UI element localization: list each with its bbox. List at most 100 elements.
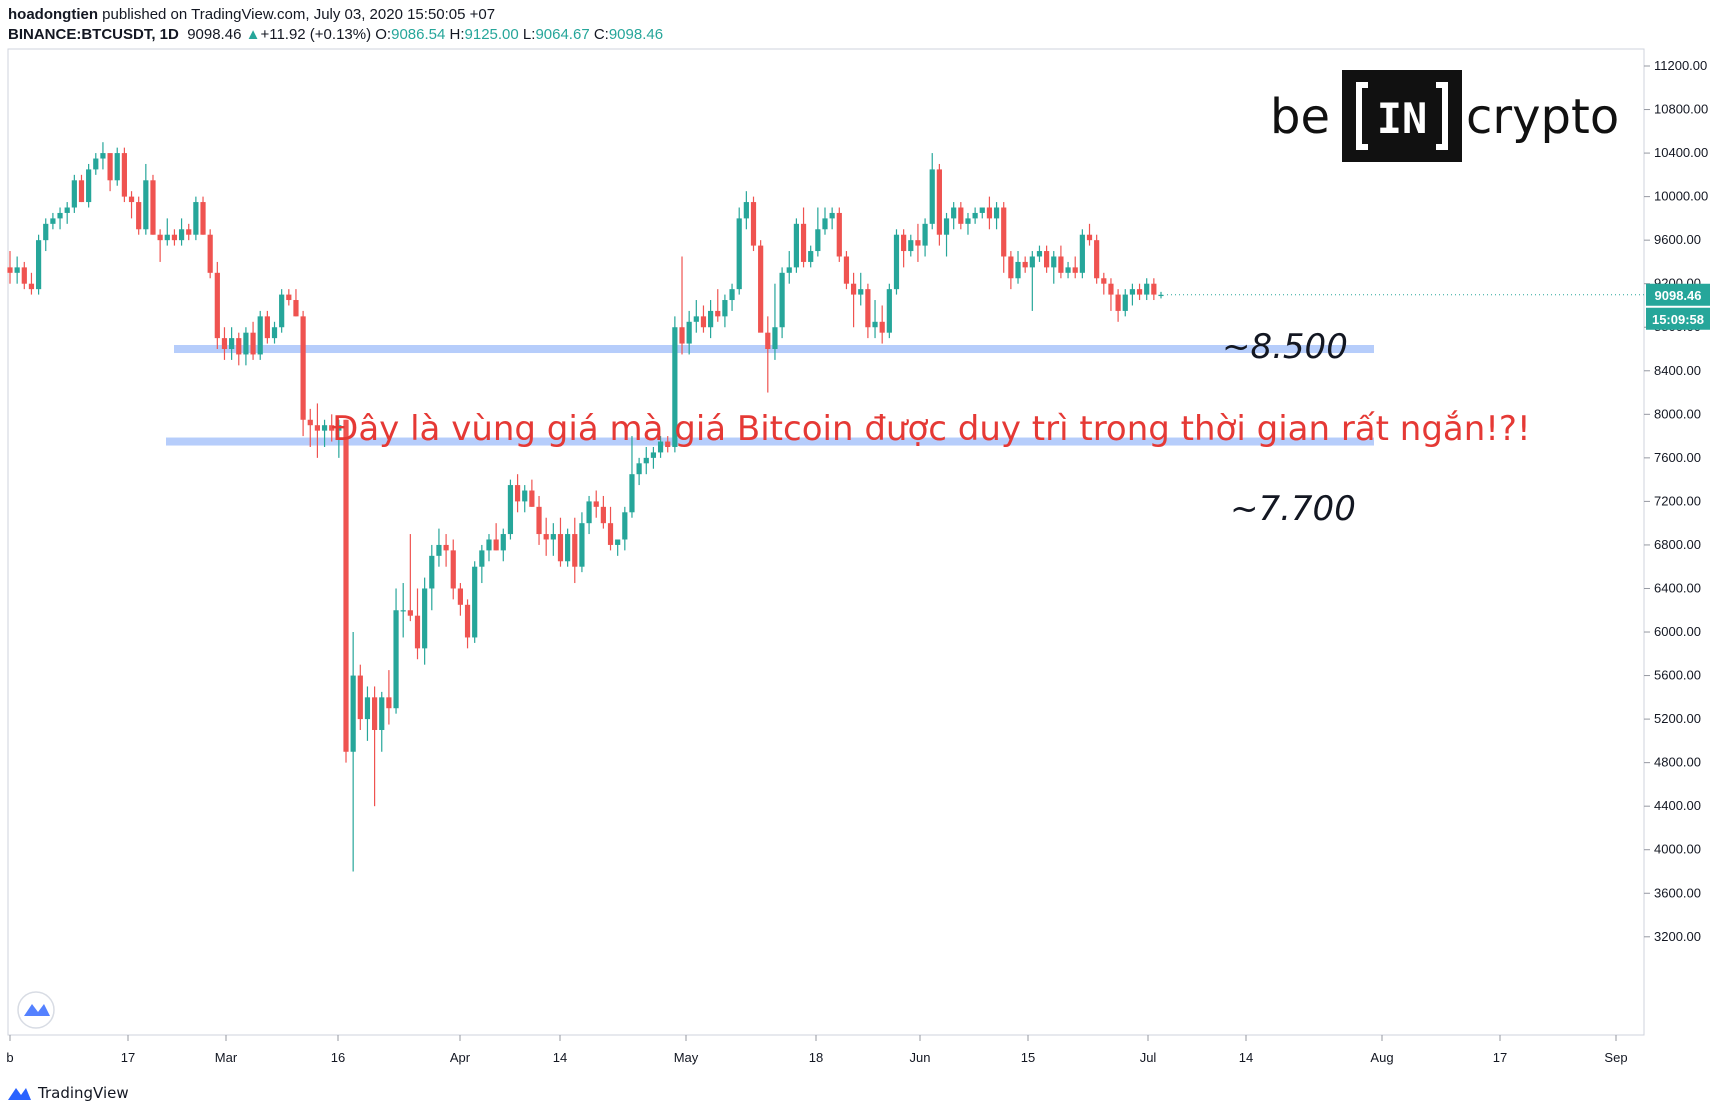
high-value: 9125.00 — [464, 26, 519, 43]
candle-body — [393, 610, 399, 709]
candle — [708, 300, 714, 339]
candle-body — [522, 490, 528, 502]
candle — [28, 272, 35, 295]
price-axis[interactable]: 11200.00 10800.00 10400.00 10000.00 9600.00 9… — [1644, 58, 1708, 944]
annotation-text: Đây là vùng giá mà giá Bitcoin được duy … — [332, 409, 1531, 449]
candle-body — [715, 310, 721, 317]
candle-body — [700, 316, 707, 328]
candle-body — [843, 256, 850, 284]
candle-body — [729, 289, 735, 301]
candle-body — [128, 196, 135, 203]
candle-body — [1136, 289, 1143, 295]
candle — [321, 419, 328, 447]
candle-body — [1122, 294, 1128, 311]
price-tick-label: 10000.00 — [1654, 189, 1708, 204]
candle — [808, 245, 814, 268]
candle — [286, 289, 292, 306]
candle-body — [150, 180, 156, 235]
candle — [772, 283, 778, 360]
candle-body — [829, 212, 835, 219]
candle-body — [615, 539, 621, 545]
tradingview-logo-icon — [8, 1088, 31, 1100]
candle-body — [279, 294, 285, 328]
candle-body — [765, 332, 771, 350]
candle — [464, 599, 471, 649]
candle-body — [107, 153, 113, 181]
candle — [400, 583, 406, 638]
candle — [1151, 278, 1157, 301]
candle — [779, 267, 785, 339]
candle — [665, 436, 671, 453]
candle-body — [750, 202, 757, 246]
candle — [64, 202, 70, 224]
tv-cloud-icon — [24, 1004, 50, 1016]
candle-body — [436, 544, 442, 556]
footer-brand[interactable]: TradingView — [6, 1084, 129, 1102]
support-band — [174, 345, 1374, 354]
time-tick-label: 15 — [1021, 1050, 1035, 1065]
candle — [786, 251, 792, 284]
candle-body — [572, 534, 578, 567]
candle-body — [850, 283, 857, 295]
candle — [1036, 245, 1043, 262]
candle-body — [743, 202, 749, 219]
tv-watermark[interactable] — [17, 991, 55, 1029]
candle — [522, 485, 528, 513]
candle — [915, 223, 921, 262]
candle-body — [243, 332, 249, 355]
candle-body — [78, 180, 85, 203]
candle-body — [557, 534, 564, 562]
candle — [71, 174, 77, 213]
candle — [636, 457, 642, 486]
candle — [479, 544, 485, 584]
candle — [386, 670, 392, 725]
candle — [993, 202, 1000, 230]
candle — [271, 321, 278, 344]
candle — [622, 506, 628, 551]
candle-body — [50, 218, 56, 224]
time-tick-label: 14 — [1239, 1050, 1253, 1065]
candle — [529, 479, 535, 507]
candle-body — [815, 229, 821, 252]
author-name[interactable]: hoadongtien — [8, 6, 98, 23]
candle-body — [93, 158, 99, 170]
candle-body — [951, 207, 957, 219]
candle — [972, 207, 978, 224]
price-tick-label: 5200.00 — [1654, 711, 1701, 726]
candle-body — [35, 240, 42, 290]
candle-body — [879, 321, 885, 333]
candle — [958, 202, 964, 230]
published-text: published on TradingView.com, July 03, 2… — [98, 6, 496, 23]
time-tick-label: 16 — [331, 1050, 345, 1065]
candle — [815, 207, 821, 257]
last-price-badge-text: 9098.46 — [1655, 288, 1702, 303]
candle — [1108, 278, 1114, 311]
candle-body — [350, 675, 356, 752]
candle-body — [936, 169, 942, 235]
countdown-badge-text: 15:09:58 — [1652, 312, 1704, 327]
candle-body — [507, 485, 514, 535]
candle — [257, 310, 263, 360]
candle-body — [929, 169, 935, 224]
candle — [114, 147, 120, 186]
level-label-lower: ~7.700 — [1230, 489, 1356, 529]
candle — [486, 534, 492, 562]
candle — [586, 495, 592, 535]
candle — [307, 408, 313, 447]
candle-body — [593, 501, 599, 507]
candle-body — [114, 153, 120, 181]
candle-body — [71, 180, 77, 208]
candle-body — [722, 300, 728, 317]
candle — [557, 517, 564, 567]
symbol-name[interactable]: BINANCE:BTCUSDT, 1D — [8, 26, 179, 43]
candle-body — [822, 218, 828, 230]
time-tick-label: Sep — [1604, 1050, 1627, 1065]
candle — [693, 300, 699, 333]
price-tick-label: 4400.00 — [1654, 798, 1701, 813]
logo-right-text: crypto — [1466, 89, 1619, 145]
candle — [14, 256, 20, 284]
candle-body — [993, 207, 1000, 219]
time-axis[interactable]: b 17 Mar 16 Apr 14 May 18 Jun 15 Jul 14 Aug 17 Sep — [6, 1035, 1628, 1065]
candle-body — [400, 610, 406, 612]
